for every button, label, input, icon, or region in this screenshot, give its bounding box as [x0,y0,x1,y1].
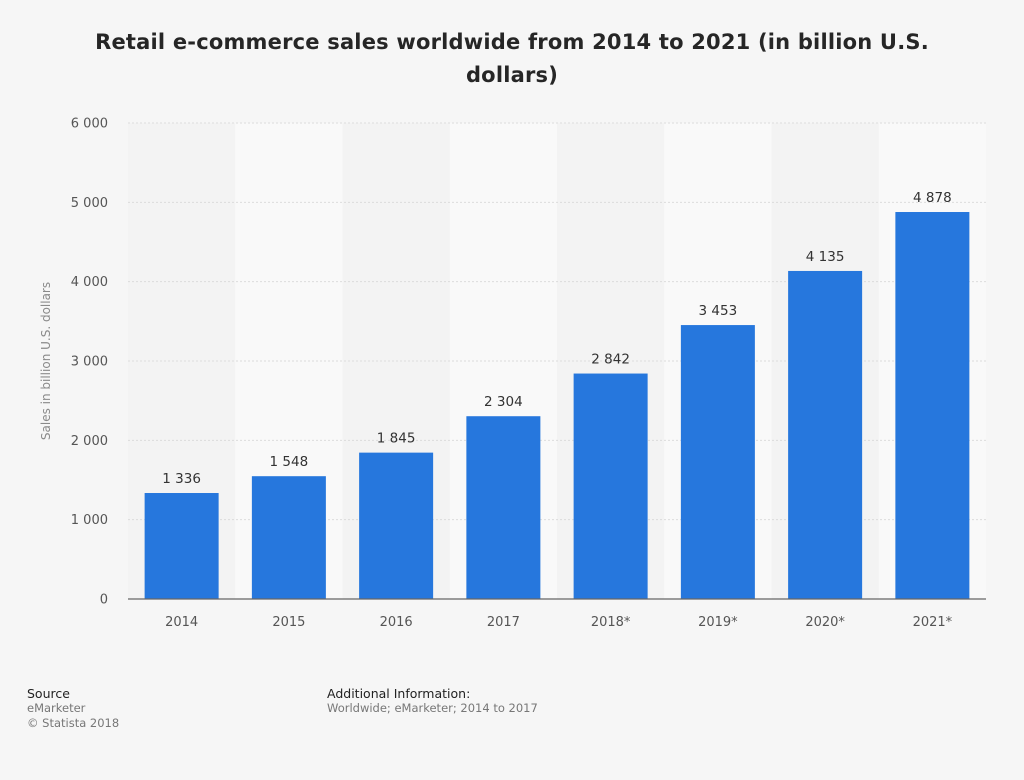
additional-info-text: Worldwide; eMarketer; 2014 to 2017 [327,701,538,715]
additional-info-block: Additional Information: Worldwide; eMark… [327,686,538,716]
x-tick-label: 2017 [487,615,520,630]
bar-chart: 0 1 000 2 000 3 000 4 000 5 000 6 000 1 336 2014… [39,117,986,630]
source-block: Source eMarketer © Statista 2018 [27,686,119,731]
bar [680,325,755,599]
source-heading: Source [27,686,70,701]
additional-info-heading: Additional Information: [327,686,471,701]
data-label: 3 453 [699,303,738,319]
y-tick-label: 5 000 [71,196,108,211]
bar [788,270,863,599]
x-tick-label: 2016 [380,615,413,630]
bar [895,212,970,599]
data-label: 2 842 [591,352,630,368]
chart-title-line-2: dollars) [465,63,559,87]
x-tick-label: 2019* [698,615,738,630]
bar [466,416,541,599]
data-label: 1 548 [270,454,309,470]
x-tick-label: 2014 [165,615,198,630]
bar [251,476,326,599]
data-label: 1 845 [377,431,416,447]
y-tick-label: 3 000 [71,355,108,370]
x-tick-label: 2020* [805,615,845,630]
x-tick-label: 2021* [913,615,953,630]
y-tick-label: 2 000 [71,434,108,449]
chart-title: Retail e-commerce sales worldwide from 2… [40,26,984,92]
y-tick-label: 4 000 [71,275,108,290]
bar [573,373,648,599]
bar [144,493,219,599]
source-line-2: © Statista 2018 [27,716,120,730]
x-tick-label: 2015 [272,615,305,630]
y-tick-label: 0 [100,593,108,608]
y-tick-label: 6 000 [71,117,108,132]
y-tick-label: 1 000 [71,513,108,528]
data-label: 4 135 [806,249,845,265]
bar [359,452,434,599]
source-line-1: eMarketer [27,701,86,715]
data-label: 4 878 [913,190,952,206]
x-tick-label: 2018* [591,615,631,630]
data-label: 2 304 [484,394,523,410]
y-axis-label: Sales in billion U.S. dollars [39,282,53,440]
data-label: 1 336 [162,471,201,487]
chart-title-line-1: Retail e-commerce sales worldwide from 2… [95,30,929,54]
